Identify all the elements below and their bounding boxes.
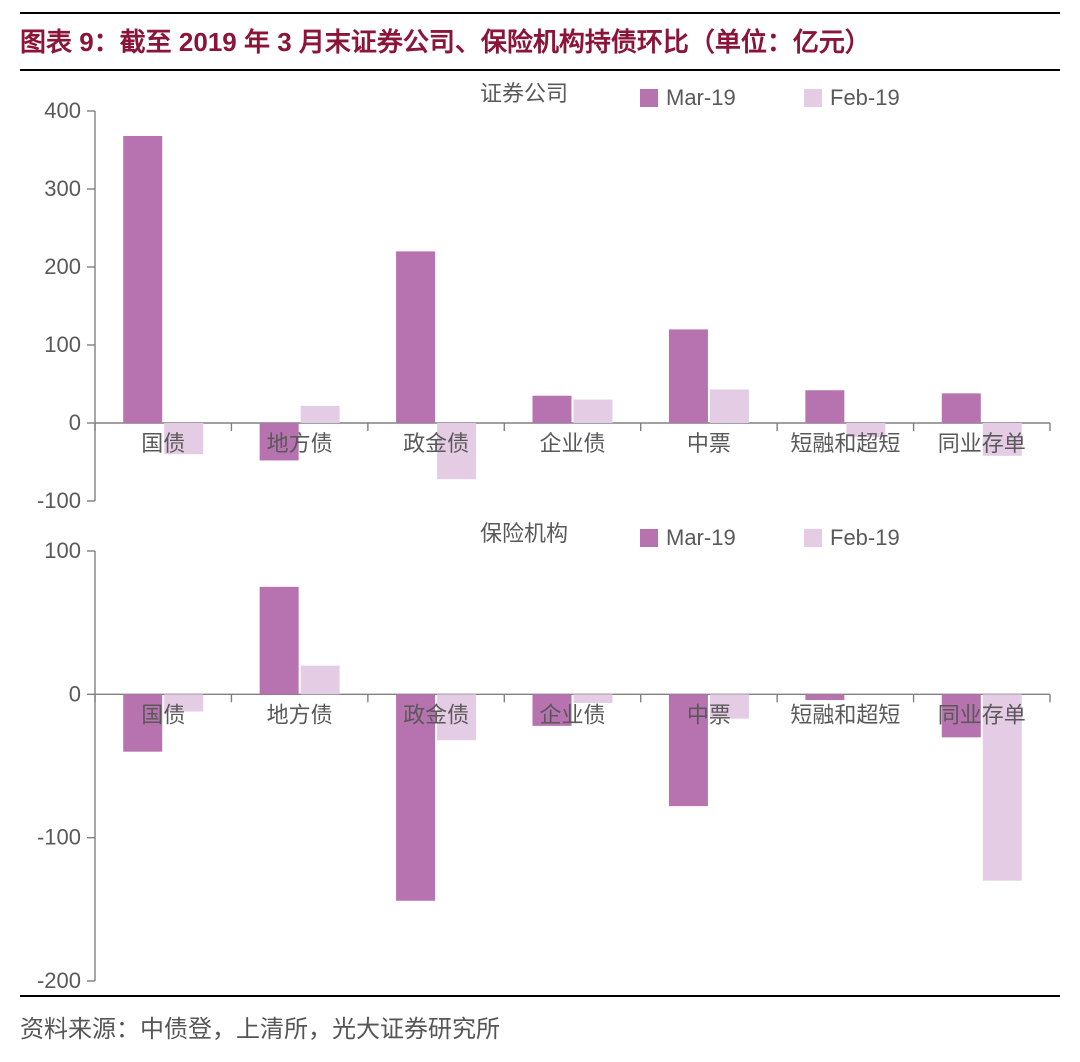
svg-text:-200: -200 <box>37 968 81 991</box>
chart-insurance: -200 -100 0 100 国债 地方债 政金债 企业债 中票 短融和超短 同业存单 保险机构 Ma… <box>20 511 1060 991</box>
chart-securities: -100 0 100 200 300 400 国债 地方债 政金债 企业债 中票 短融和超短 同业存单 证… <box>20 71 1060 511</box>
svg-text:0: 0 <box>69 681 81 706</box>
category-label: 地方债 <box>267 431 333 456</box>
svg-text:-100: -100 <box>37 825 81 850</box>
category-label: 同业存单 <box>938 431 1026 456</box>
legend-label: Feb-19 <box>830 525 900 550</box>
bar <box>260 587 299 695</box>
svg-text:300: 300 <box>44 176 81 201</box>
chart-securities-svg: -100 0 100 200 300 400 国债 地方债 政金债 企业债 中票 短融和超短 同业存单 证… <box>20 71 1060 511</box>
category-label: 同业存单 <box>938 702 1026 727</box>
svg-text:100: 100 <box>44 538 81 563</box>
legend-label: Feb-19 <box>830 85 900 110</box>
legend-swatch <box>804 529 822 547</box>
category-label: 政金债 <box>403 431 469 456</box>
bar <box>123 136 162 423</box>
svg-text:0: 0 <box>69 410 81 435</box>
category-label: 短融和超短 <box>790 702 900 727</box>
bar <box>805 390 844 423</box>
bar <box>942 393 981 423</box>
category-label: 企业债 <box>539 702 605 727</box>
svg-text:-100: -100 <box>37 488 81 511</box>
category-label: 短融和超短 <box>790 431 900 456</box>
bar <box>669 329 708 423</box>
chart-title: 图表 9：截至 2019 年 3 月末证券公司、保险机构持债环比（单位：亿元） <box>20 12 1060 71</box>
bar <box>301 666 340 695</box>
source-footer: 资料来源：中债登，上清所，光大证券研究所 <box>20 995 1060 1044</box>
bar <box>396 251 435 423</box>
legend-swatch <box>640 89 658 107</box>
bar <box>805 694 844 700</box>
bar <box>533 396 572 423</box>
legend-label: Mar-19 <box>666 85 736 110</box>
category-label: 国债 <box>141 702 185 727</box>
category-label: 中票 <box>687 702 731 727</box>
legend-swatch <box>804 89 822 107</box>
category-label: 地方债 <box>267 702 333 727</box>
svg-text:100: 100 <box>44 332 81 357</box>
category-label: 国债 <box>141 431 185 456</box>
legend-swatch <box>640 529 658 547</box>
category-label: 中票 <box>687 431 731 456</box>
svg-text:400: 400 <box>44 98 81 123</box>
chart-insurance-svg: -200 -100 0 100 国债 地方债 政金债 企业债 中票 短融和超短 同业存单 保险机构 Ma… <box>20 511 1060 991</box>
bar <box>710 389 749 423</box>
bar <box>574 400 613 423</box>
chart-subtitle: 保险机构 <box>480 521 568 546</box>
bar <box>301 406 340 423</box>
legend-label: Mar-19 <box>666 525 736 550</box>
category-label: 政金债 <box>403 702 469 727</box>
chart-subtitle: 证券公司 <box>480 81 568 106</box>
svg-text:200: 200 <box>44 254 81 279</box>
category-label: 企业债 <box>539 431 605 456</box>
